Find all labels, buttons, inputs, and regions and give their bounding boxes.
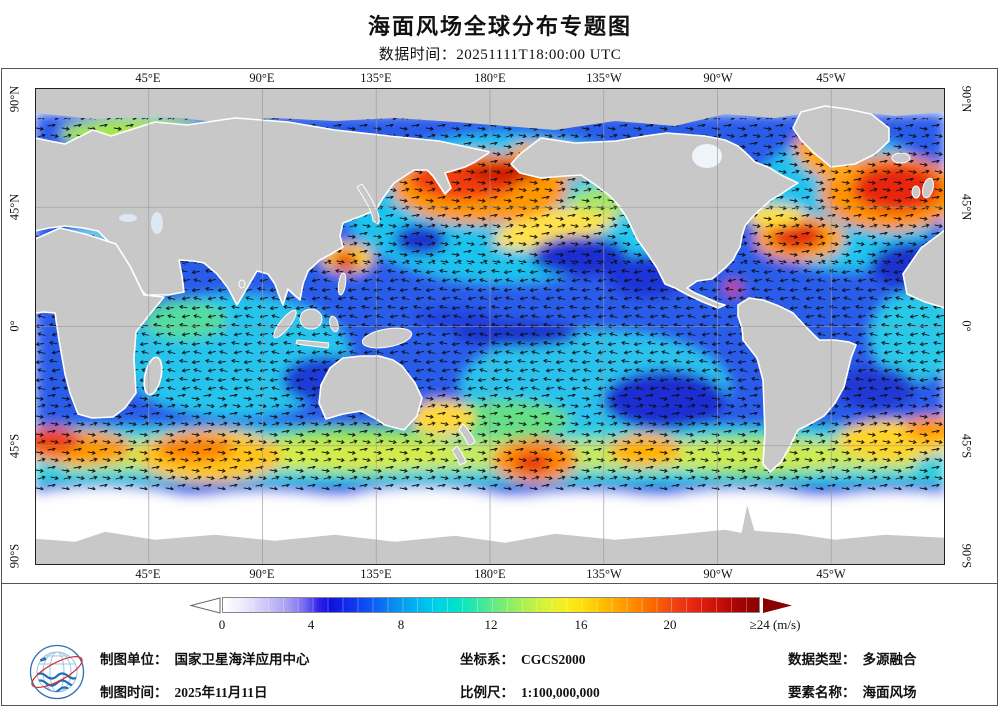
lat-tick-right-0: 0° (959, 320, 974, 332)
philippines (337, 272, 347, 296)
colorbar-left-arrow-icon (189, 597, 221, 614)
lon-tick-bottom-45e: 45°E (135, 567, 161, 581)
footer-time-label: 制图时间： (100, 685, 168, 700)
lon-tick-top-45e: 45°E (135, 71, 161, 85)
hudson-bay (692, 144, 722, 168)
lon-tick-bottom-90w: 90°W (703, 567, 733, 581)
footer-datatype-label: 数据类型： (788, 652, 856, 667)
footer-element-value: 海面风场 (862, 685, 917, 700)
lat-tick-left-45n: 45°N (7, 193, 22, 221)
lat-tick-left-90n: 90°N (7, 85, 22, 113)
colorbar-gradient (222, 597, 760, 613)
footer-scale-label: 比例尺： (460, 685, 514, 700)
australia (318, 355, 423, 431)
lon-tick-top-90e: 90°E (249, 71, 275, 85)
lon-tick-bottom-180e: 180°E (474, 567, 506, 581)
footer-scale: 比例尺： 1:100,000,000 (460, 681, 600, 701)
north-america (510, 132, 799, 309)
footer-org-label: 制图单位： (100, 652, 168, 667)
borneo (299, 308, 323, 330)
caspian-sea (151, 212, 163, 234)
footer-element: 要素名称： 海面风场 (788, 681, 917, 701)
colorbar-tick-8: 8 (397, 617, 405, 632)
sulawesi (329, 315, 339, 333)
colorbar-right-arrow-icon (763, 598, 792, 613)
footer-coord-label: 坐标系： (460, 652, 514, 667)
lon-tick-top-135w: 135°W (586, 71, 622, 85)
lon-tick-bottom-90e: 90°E (249, 567, 275, 581)
britain (922, 177, 934, 199)
colorbar-tick-12: 12 (484, 617, 498, 632)
greenland (792, 105, 890, 168)
footer-coord-value: CGCS2000 (521, 652, 586, 667)
lat-tick-left-45s: 45°S (7, 433, 22, 459)
footer-org: 制图单位： 国家卫星海洋应用中心 (100, 648, 310, 668)
lat-tick-right-45n: 45°N (959, 193, 974, 221)
footer-element-label: 要素名称： (788, 685, 856, 700)
content-frame (1, 68, 998, 706)
page-title: 海面风场全球分布专题图 (367, 14, 632, 39)
iceland (891, 152, 911, 164)
footer-datatype-value: 多源融合 (862, 652, 917, 667)
new-guinea (361, 327, 413, 349)
south-america (737, 297, 857, 473)
graticule (35, 88, 945, 565)
lon-tick-top-90w: 90°W (703, 71, 733, 85)
lon-tick-bottom-135w: 135°W (586, 567, 622, 581)
map-border (35, 88, 945, 565)
footer-time-value: 2025年11月11日 (174, 685, 268, 700)
wind-map-svg (10, 88, 990, 566)
lon-tick-bottom-45w: 45°W (816, 567, 846, 581)
footer-time: 制图时间： 2025年11月11日 (100, 681, 268, 701)
lat-tick-left-90s: 90°S (7, 543, 22, 569)
colorbar-tick-24: ≥24 (m/s) (749, 617, 801, 632)
colorbar-tick-4: 4 (307, 617, 315, 632)
map-section-divider (2, 583, 998, 584)
sumatra (273, 309, 297, 339)
footer-scale-value: 1:100,000,000 (521, 685, 600, 700)
footer-coord: 坐标系： CGCS2000 (460, 648, 586, 668)
world-wind-map (10, 88, 990, 566)
lat-tick-left-0: 0° (7, 320, 22, 332)
lon-tick-top-135e: 135°E (360, 71, 392, 85)
colorbar-tick-0: 0 (218, 617, 226, 632)
lon-tick-top-45w: 45°W (816, 71, 846, 85)
java (295, 339, 330, 349)
footer-org-value: 国家卫星海洋应用中心 (174, 652, 310, 667)
lat-tick-right-90s: 90°S (959, 543, 974, 569)
lat-tick-right-45s: 45°S (959, 433, 974, 459)
colorbar-tick-20: 20 (663, 617, 677, 632)
ireland (911, 185, 921, 199)
lon-tick-top-180e: 180°E (474, 71, 506, 85)
data-time-subtitle: 数据时间：20251111T18:00:00 UTC (378, 47, 622, 63)
lat-tick-right-90n: 90°N (959, 85, 974, 113)
japan (356, 183, 380, 225)
sri-lanka (238, 279, 246, 289)
lon-tick-bottom-135e: 135°E (360, 567, 392, 581)
agency-logo-icon (29, 644, 85, 700)
black-sea (119, 214, 137, 222)
colorbar-tick-16: 16 (574, 617, 588, 632)
footer-datatype: 数据类型： 多源融合 (788, 648, 917, 668)
